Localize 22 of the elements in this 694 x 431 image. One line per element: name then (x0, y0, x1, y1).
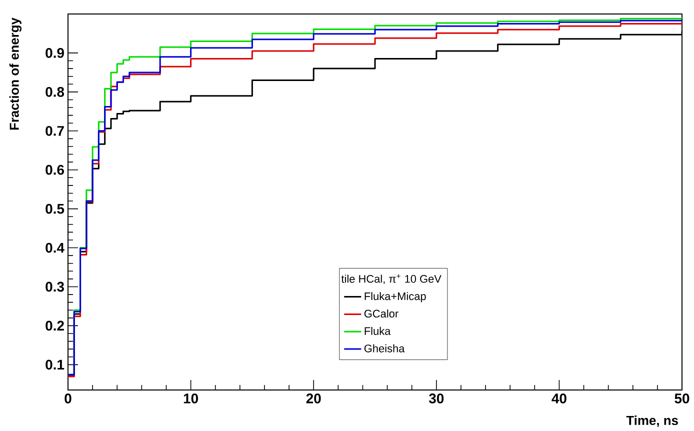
y-tick-label: 0.3 (46, 282, 64, 292)
x-tick-label: 30 (428, 394, 444, 404)
x-tick-label: 0 (64, 394, 72, 404)
x-tick-label: 20 (306, 394, 321, 404)
y-tick-label: 0.5 (46, 204, 64, 214)
legend-label: Fluka (364, 326, 391, 335)
y-tick-label: 0.6 (46, 164, 64, 175)
x-tick-label: 50 (674, 394, 690, 404)
y-tick-label: 0.2 (46, 320, 64, 331)
legend-title: tile HCal, π$^{+}$ 10 GeV (341, 274, 442, 284)
y-tick-label: 0.9 (46, 48, 64, 58)
y-axis-title: Fraction of energy (9, 18, 22, 130)
y-tick-label: 0.1 (46, 360, 64, 370)
x-tick-label: 10 (184, 394, 198, 404)
y-tick-label: 0.7 (46, 126, 64, 136)
x-axis-title: Time, ns (626, 416, 678, 427)
legend-label: GCalor (364, 310, 398, 318)
legend-label: Gheisha (364, 344, 405, 352)
x-tick-label: 40 (552, 394, 566, 404)
y-tick-label: 0.8 (46, 86, 64, 97)
y-tick-label: 0.4 (46, 242, 64, 253)
legend-label: Fluka+Micap (364, 292, 426, 302)
